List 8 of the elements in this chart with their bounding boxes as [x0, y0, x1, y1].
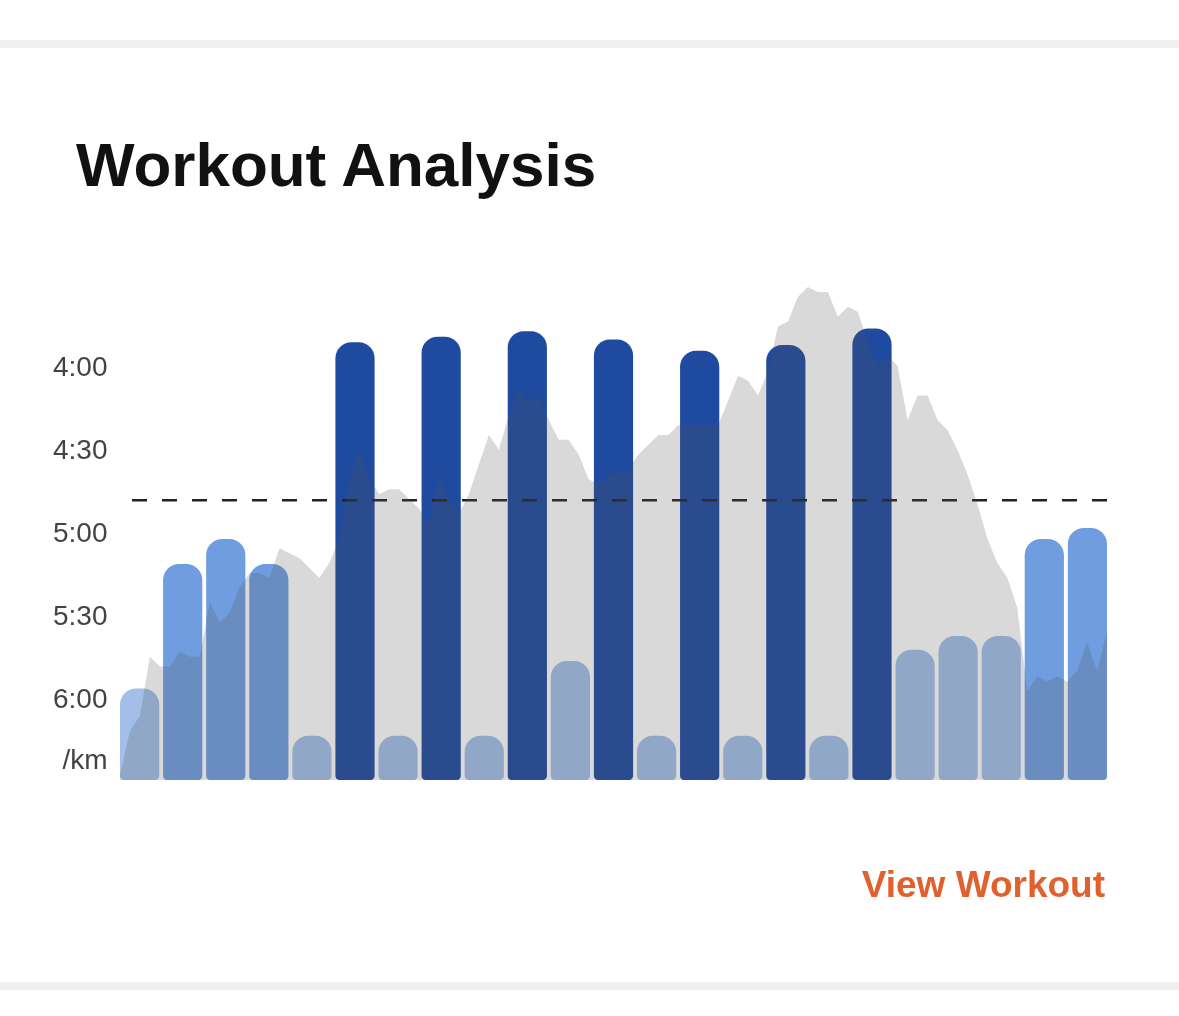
y-tick-label: 4:30: [53, 433, 108, 465]
y-tick-label: 5:00: [53, 516, 108, 548]
text: View Workout: [861, 864, 1105, 905]
y-axis-title: /km: [62, 743, 108, 775]
chart-title: Workout Analysis: [76, 130, 597, 199]
y-tick-label: 5:30: [53, 600, 108, 632]
y-tick-label: 6:00: [53, 683, 108, 715]
y-tick-label: 4:00: [53, 350, 108, 382]
